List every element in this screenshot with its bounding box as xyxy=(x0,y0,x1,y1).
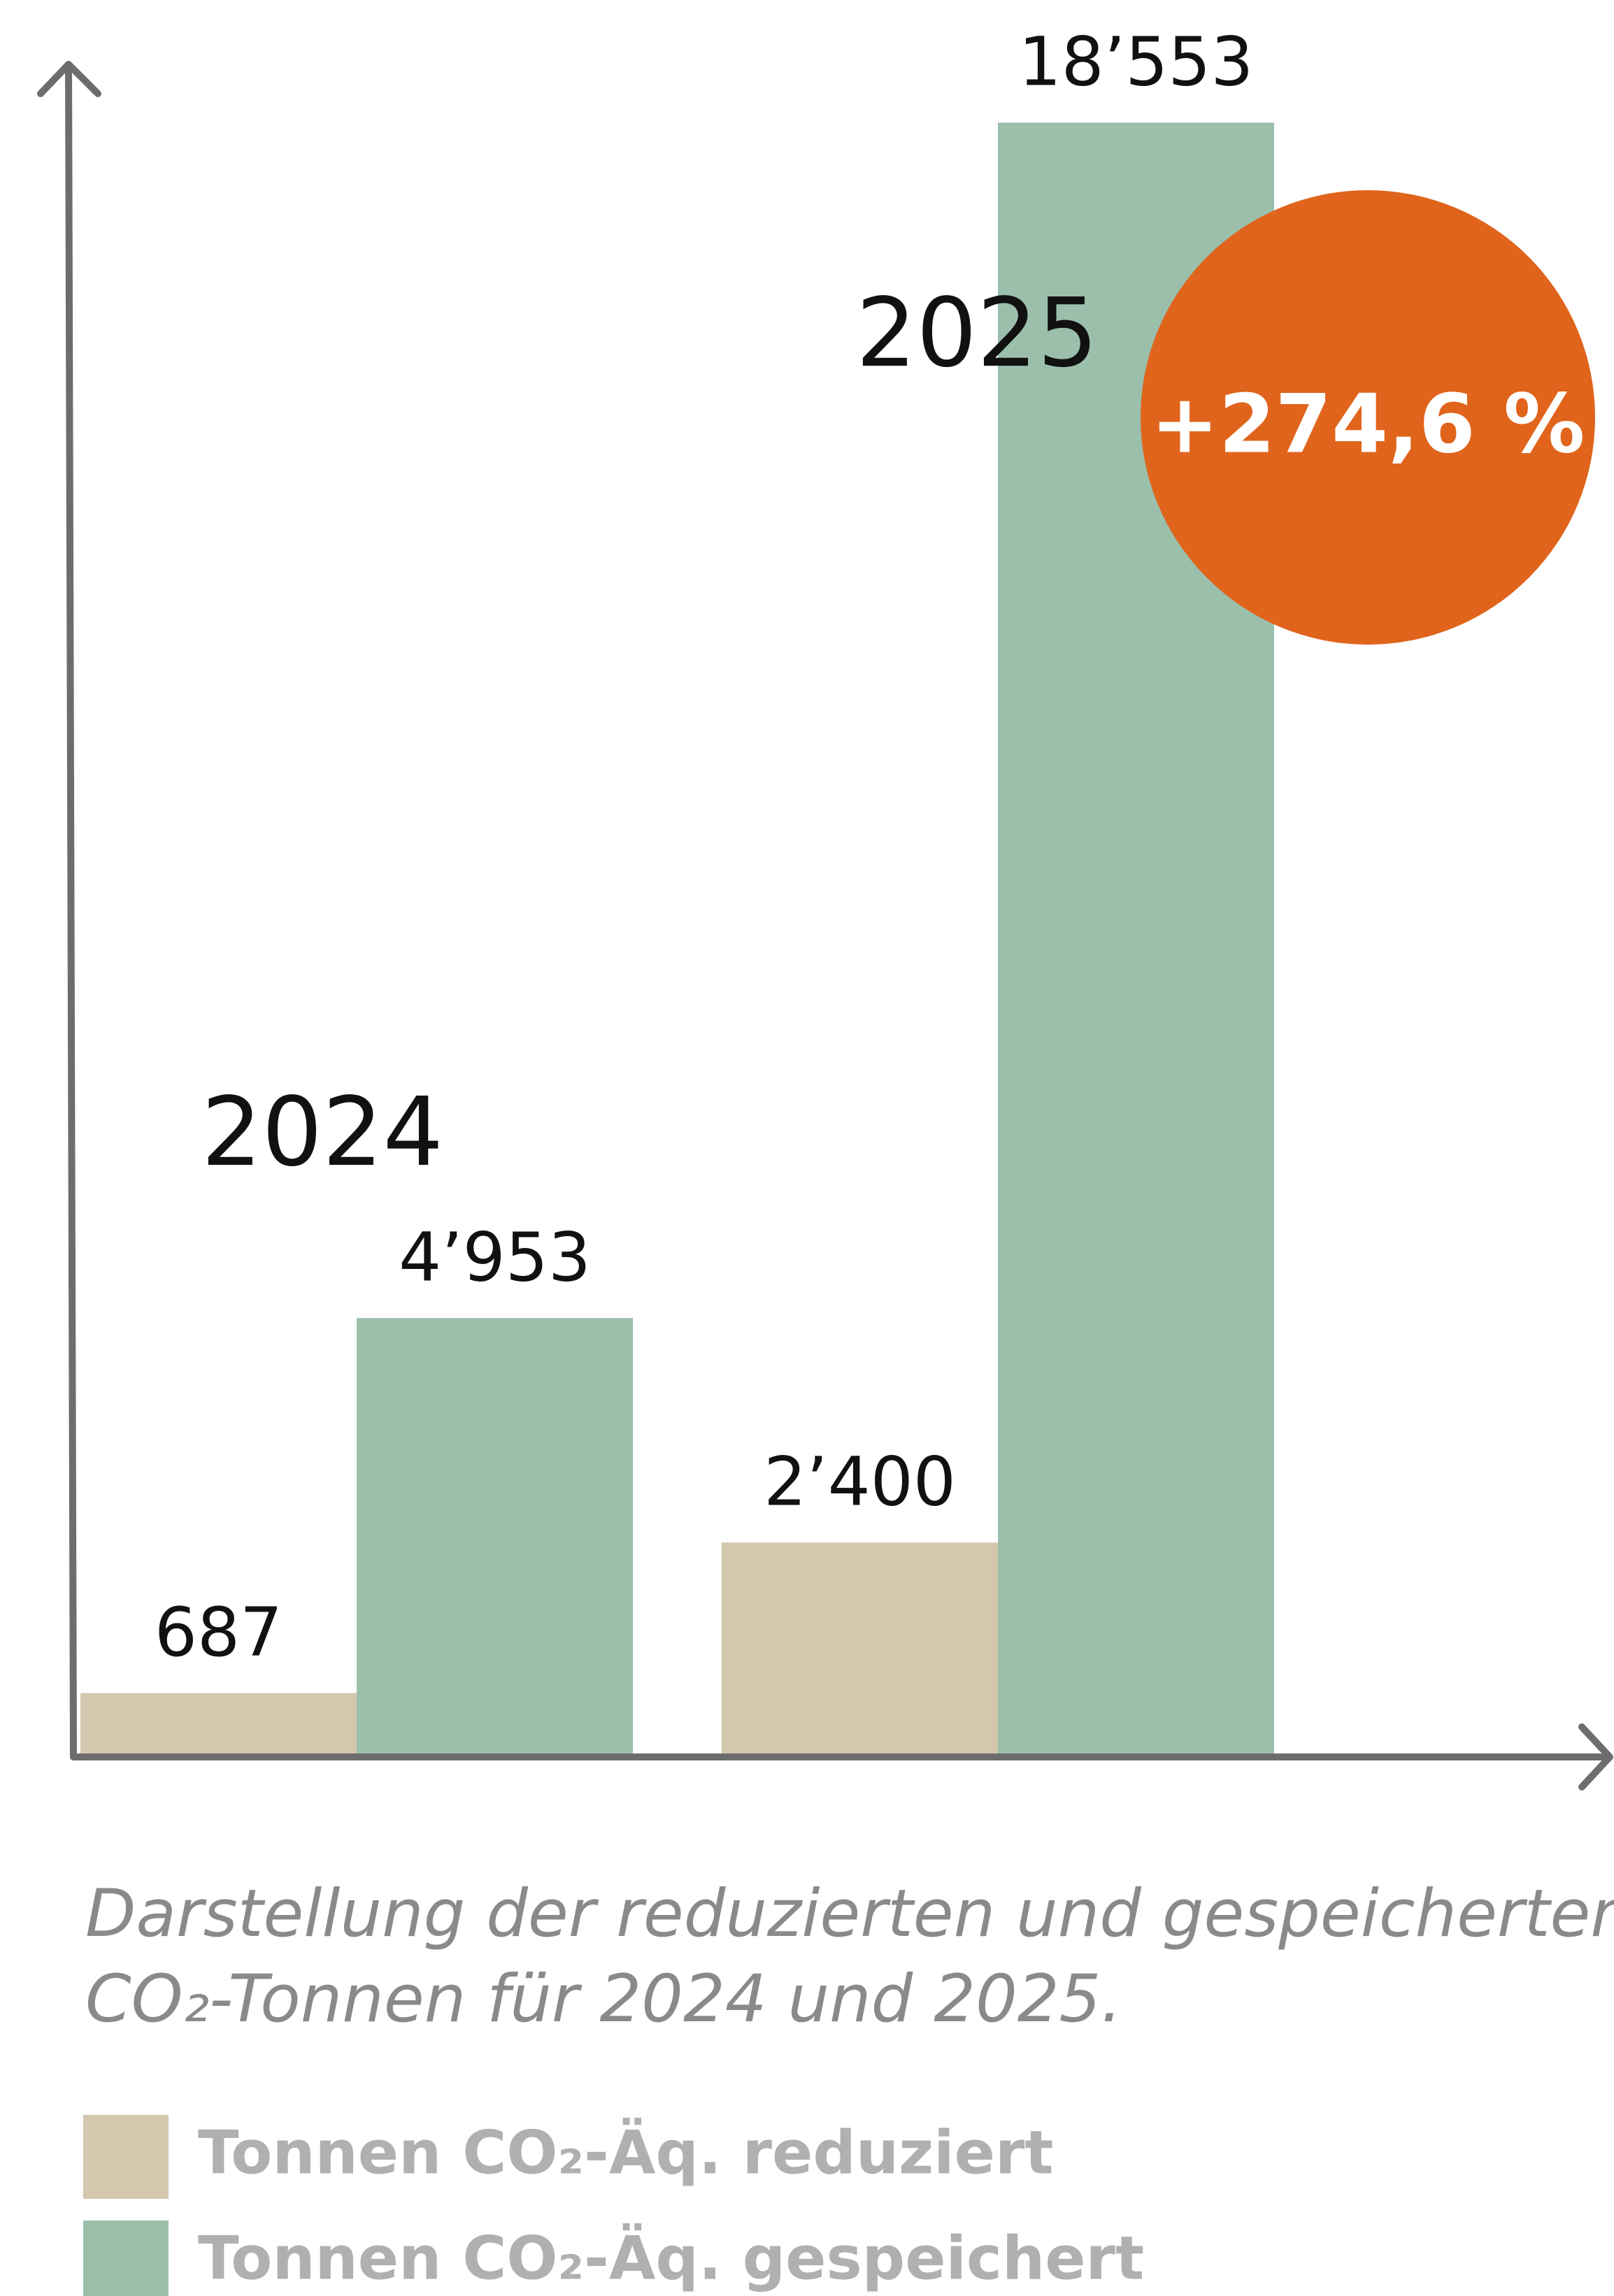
value-label: 4’953 xyxy=(399,1219,591,1297)
caption: Darstellung der reduzierten und gespeich… xyxy=(85,1876,1614,1952)
legend-label: Tonnen CO₂-Äq. gespeichert xyxy=(198,2223,1144,2293)
y-axis-arrow xyxy=(37,61,101,97)
value-label: 2’400 xyxy=(764,1443,956,1521)
value-label: 18’553 xyxy=(1019,23,1254,101)
legend-label: Tonnen CO₂-Äq. reduziert xyxy=(198,2118,1053,2188)
legend-swatch xyxy=(83,2220,169,2296)
bar xyxy=(722,1542,998,1753)
badge-text: +274,6 % xyxy=(1151,378,1585,472)
category-label: 2024 xyxy=(201,1077,443,1188)
badge xyxy=(1141,190,1595,645)
category-label: 2025 xyxy=(856,278,1098,389)
bar xyxy=(80,1693,357,1753)
legend-swatch xyxy=(83,2115,169,2199)
caption: CO₂-Tonnen für 2024 und 2025. xyxy=(85,1961,1122,2037)
axes xyxy=(37,61,1613,1791)
bar xyxy=(357,1318,633,1753)
value-label: 687 xyxy=(155,1593,283,1672)
x-axis-arrow xyxy=(1578,1723,1613,1791)
y-axis xyxy=(65,62,77,1760)
